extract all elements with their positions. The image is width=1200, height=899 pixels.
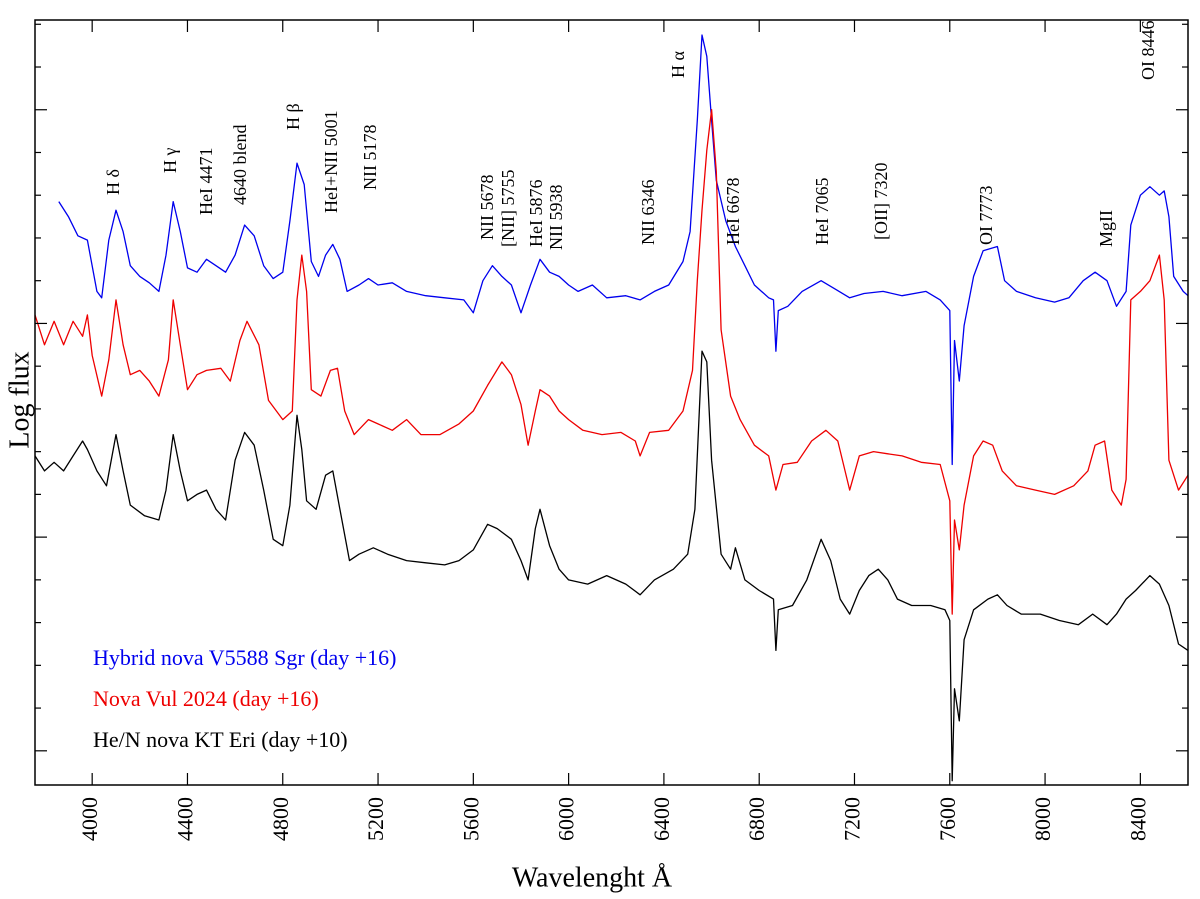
line-annotation: NII 5178 [360, 125, 380, 191]
line-annotation: [NII] 5755 [498, 170, 518, 247]
x-tick-label: 6800 [744, 797, 769, 841]
legend-entry: Nova Vul 2024 (day +16) [93, 686, 319, 711]
x-tick-label: 5200 [363, 797, 388, 841]
x-tick-label: 5600 [458, 797, 483, 841]
x-tick-label: 7600 [935, 797, 960, 841]
x-tick-label: 8400 [1125, 797, 1150, 841]
line-annotation: HeI 4471 [196, 148, 216, 215]
line-annotation: HeI+NII 5001 [321, 110, 341, 213]
line-annotation: H β [283, 103, 303, 130]
line-annotation: NII 5938 [546, 185, 566, 251]
line-annotation: HeI 5876 [526, 180, 546, 247]
x-axis-label: Wavelenght Å [512, 862, 673, 893]
line-annotation: H γ [160, 148, 180, 173]
spectrum-line [58, 34, 1189, 466]
legend-entry: He/N nova KT Eri (day +10) [93, 727, 348, 752]
line-annotation: HeI 7065 [812, 178, 832, 245]
x-tick-label: 6000 [554, 797, 579, 841]
spectrum-line [34, 350, 1189, 782]
line-annotation: 4640 blend [230, 125, 250, 206]
y-axis-label: Log flux [4, 351, 35, 448]
legend-entry: Hybrid nova V5588 Sgr (day +16) [93, 645, 396, 670]
line-annotation: [OII] 7320 [871, 163, 891, 240]
line-annotation: NII 6346 [638, 180, 658, 246]
line-annotation: HeI 6678 [723, 178, 743, 245]
line-annotation: OI 7773 [976, 186, 996, 246]
line-annotation: H α [668, 51, 688, 78]
x-tick-label: 6400 [649, 797, 674, 841]
spectrum-line [34, 109, 1189, 615]
line-annotation: OI 8446 [1138, 21, 1158, 81]
x-tick-label: 4800 [268, 797, 293, 841]
line-annotation: H δ [103, 169, 123, 195]
plot-frame [34, 19, 1189, 786]
x-tick-label: 7200 [840, 797, 865, 841]
line-annotation: NII 5678 [477, 175, 497, 241]
line-annotation: MgII [1096, 210, 1116, 247]
x-tick-label: 8000 [1030, 797, 1055, 841]
x-tick-label: 4400 [173, 797, 198, 841]
x-tick-label: 4000 [77, 797, 102, 841]
